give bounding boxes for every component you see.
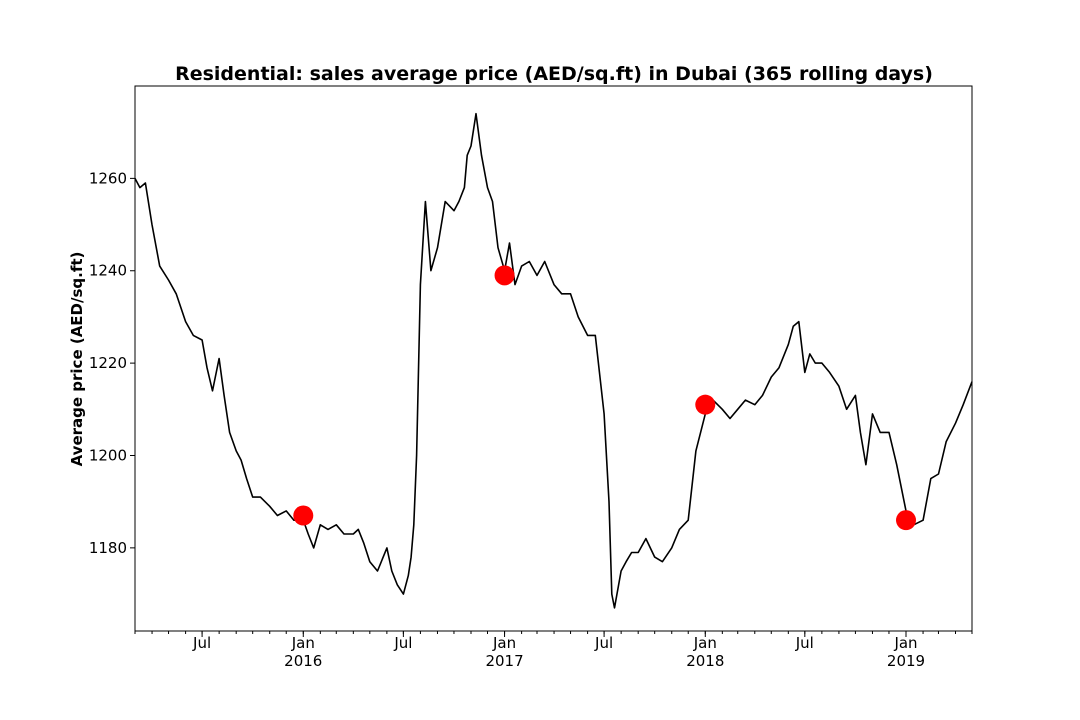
x-tick-label-2016-07-01: Jul [393,634,412,652]
highlight-point-1 [494,265,515,286]
series-layer [134,112,973,609]
series-line-0 [134,112,973,609]
x-tick-label-2017-01-01: Jan [492,634,516,652]
y-tick-label-1240: 1240 [89,262,127,280]
x-tick-year-2017: 2017 [485,652,523,670]
y-tick-label-1200: 1200 [89,446,127,464]
chart-title: Residential: sales average price (AED/sq… [175,63,933,85]
x-tick-label-2017-07-01: Jul [594,634,613,652]
x-tick-label-2018-01-01: Jan [693,634,717,652]
plot-frame [134,85,973,632]
x-tick-label-2019-01-01: Jan [893,634,917,652]
highlight-point-0 [293,505,314,526]
highlight-point-3 [896,510,917,531]
x-tick-label-2016-01-01: Jan [291,634,315,652]
highlight-points [293,265,917,531]
x-tick-year-2019: 2019 [887,652,925,670]
x-tick-year-2018: 2018 [686,652,724,670]
x-tick-year-2016: 2016 [284,652,322,670]
y-tick-label-1220: 1220 [89,354,127,372]
x-tick-label-2018-07-01: Jul [795,634,814,652]
highlight-point-2 [695,394,716,415]
y-tick-label-1180: 1180 [89,539,127,557]
x-tick-label-2015-07-01: Jul [192,634,211,652]
y-axis-label: Average price (AED/sq.ft) [68,252,86,467]
y-tick-label-1260: 1260 [89,169,127,187]
